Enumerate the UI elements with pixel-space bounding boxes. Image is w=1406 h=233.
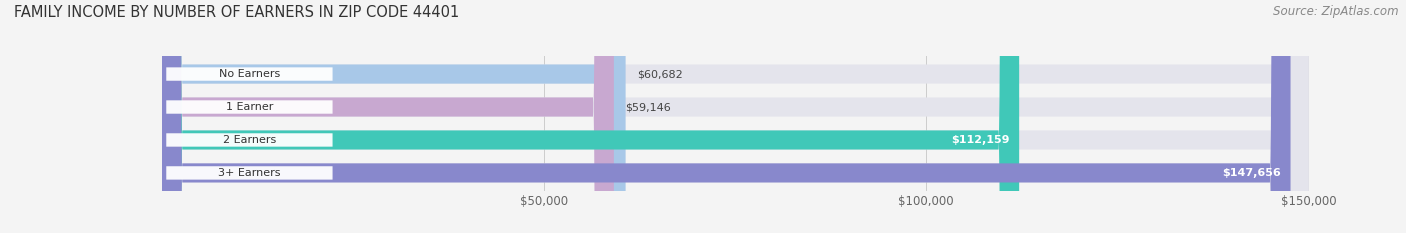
Text: 2 Earners: 2 Earners bbox=[222, 135, 276, 145]
FancyBboxPatch shape bbox=[162, 0, 1309, 233]
Text: Source: ZipAtlas.com: Source: ZipAtlas.com bbox=[1274, 5, 1399, 18]
FancyBboxPatch shape bbox=[162, 0, 1309, 233]
Text: $60,682: $60,682 bbox=[637, 69, 683, 79]
FancyBboxPatch shape bbox=[166, 166, 333, 180]
Text: No Earners: No Earners bbox=[219, 69, 280, 79]
Text: 1 Earner: 1 Earner bbox=[226, 102, 273, 112]
FancyBboxPatch shape bbox=[162, 0, 614, 233]
Text: $59,146: $59,146 bbox=[626, 102, 671, 112]
FancyBboxPatch shape bbox=[162, 0, 1291, 233]
FancyBboxPatch shape bbox=[162, 0, 1019, 233]
FancyBboxPatch shape bbox=[166, 100, 333, 114]
Text: $147,656: $147,656 bbox=[1223, 168, 1281, 178]
FancyBboxPatch shape bbox=[162, 0, 1309, 233]
FancyBboxPatch shape bbox=[162, 0, 1309, 233]
Text: $112,159: $112,159 bbox=[952, 135, 1010, 145]
FancyBboxPatch shape bbox=[166, 67, 333, 81]
Text: 3+ Earners: 3+ Earners bbox=[218, 168, 281, 178]
FancyBboxPatch shape bbox=[162, 0, 626, 233]
FancyBboxPatch shape bbox=[166, 133, 333, 147]
Text: FAMILY INCOME BY NUMBER OF EARNERS IN ZIP CODE 44401: FAMILY INCOME BY NUMBER OF EARNERS IN ZI… bbox=[14, 5, 460, 20]
